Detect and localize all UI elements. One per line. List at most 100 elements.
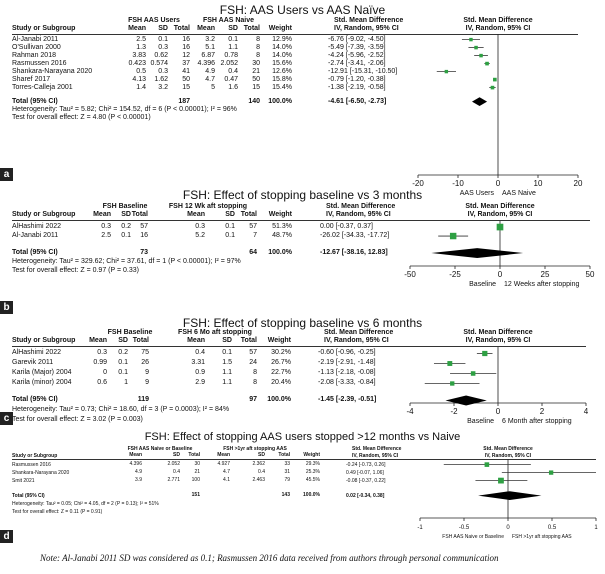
row-mean-2: 5 xyxy=(211,84,215,91)
row-mean-1: 4.9 xyxy=(135,469,142,475)
row-ci: -12.91 [-15.31, -10.50] xyxy=(328,68,398,75)
point-marker xyxy=(470,371,476,376)
row-ci: -1.13 [-2.18, -0.08] xyxy=(318,369,376,376)
x-tick-label: -25 xyxy=(449,270,461,279)
col-sd-2: SD xyxy=(258,452,265,458)
col-weight: Weight xyxy=(268,211,292,218)
group2-header: FSH 6 Mo aft stopping xyxy=(178,329,252,336)
row-mean-2: 4.7 xyxy=(205,76,215,83)
group2-header: FSH >1yr aft stopping AAS xyxy=(223,446,287,452)
row-sd-1: 0.4 xyxy=(173,469,180,475)
total-ci: -1.45 [-2.39, -0.51] xyxy=(318,396,377,403)
panel-title-b: FSH: Effect of stopping baseline vs 3 mo… xyxy=(182,188,423,202)
row-total-1: 30 xyxy=(194,461,200,467)
axis-right-label: 12 Weeks after stopping xyxy=(504,281,579,288)
row-total-1: 9 xyxy=(145,379,149,386)
row-total-2: 7 xyxy=(253,232,257,239)
row-ci: 0.00 [-0.37, 0.37] xyxy=(320,223,373,230)
row-total-1: 15 xyxy=(182,84,190,91)
row-sd-2: 0.1 xyxy=(225,232,235,239)
plot-subheader: IV, Random, 95% CI xyxy=(484,453,532,459)
row-ci: -0.08 [-0.37, 0.22] xyxy=(346,478,386,484)
row-mean-1: 3.83 xyxy=(132,52,146,59)
row-sd-2: 2.362 xyxy=(252,461,265,467)
total-ci: 0.02 [-0.34, 0.38] xyxy=(346,493,385,499)
row-total-2: 33 xyxy=(284,461,290,467)
point-marker xyxy=(469,37,473,42)
row-study: Smit 2021 xyxy=(12,478,35,484)
row-sd-1: 0.1 xyxy=(158,36,168,43)
overall-effect: Test for overall effect: Z = 4.80 (P < 0… xyxy=(12,114,151,121)
row-weight: 12.6% xyxy=(272,68,292,75)
col-mean-1: Mean xyxy=(128,25,146,32)
row-study: Sharef 2017 xyxy=(12,76,51,83)
col-mean-1: Mean xyxy=(89,337,107,344)
row-sd-2: 2.052 xyxy=(220,60,238,67)
plot-subheader: IV, Random, 95% CI xyxy=(467,211,533,218)
footnote: Note: Al-Janabi 2011 SD was considered a… xyxy=(40,553,499,563)
row-total-2: 24 xyxy=(249,359,257,366)
row-ci: -0.79 [-1.20, -0.38] xyxy=(328,76,386,83)
total-n1: 119 xyxy=(137,396,149,403)
axis-left-label: FSH AAS Naive or Baseline xyxy=(442,534,504,540)
col-sd-1: SD xyxy=(118,337,128,344)
row-ci: -26.02 [-34.33, -17.72] xyxy=(320,232,390,239)
col-study: Study or Subgroup xyxy=(12,453,58,459)
plot-subheader: IV, Random, 95% CI xyxy=(465,337,531,344)
total-label: Total (95% CI) xyxy=(12,249,58,256)
col-sd-2: SD xyxy=(225,211,235,218)
x-tick-label: 20 xyxy=(574,179,583,188)
group1-header: FSH AAS Users xyxy=(128,17,180,24)
row-total-1: 75 xyxy=(141,349,149,356)
axis-right-label: FSH >1yr aft stopping AAS xyxy=(512,534,572,540)
col-study: Study or Subgroup xyxy=(12,211,76,218)
total-label: Total (95% CI) xyxy=(12,98,58,105)
group2-header: FSH 12 Wk aft stopping xyxy=(168,203,248,210)
row-mean-2: 6.87 xyxy=(201,52,215,59)
row-ci: -2.74 [-3.41, -2.06] xyxy=(328,60,386,67)
row-total-2: 50 xyxy=(252,76,260,83)
row-sd-1: 3.2 xyxy=(158,84,168,91)
panel-title-c: FSH: Effect of stopping baseline vs 6 mo… xyxy=(182,316,423,330)
header-rule xyxy=(12,220,590,221)
row-total-2: 15 xyxy=(252,84,260,91)
heterogeneity: Heterogeneity: Tau² = 0.73; Chi² = 18.60… xyxy=(12,406,230,413)
col-ci: IV, Random, 95% CI xyxy=(324,337,389,344)
row-mean-2: 4.396 xyxy=(197,60,215,67)
col-total-1: Total xyxy=(131,211,148,218)
x-tick-label: 50 xyxy=(586,270,595,279)
total-n2: 64 xyxy=(249,249,257,256)
panel-title-a: FSH: AAS Users vs AAS Naïve xyxy=(219,3,386,17)
heterogeneity: Heterogeneity: Tau² = 0.05; Chi² = 4.05,… xyxy=(12,501,159,507)
row-total-2: 57 xyxy=(249,349,257,356)
row-total-2: 31 xyxy=(284,469,290,475)
row-sd-1: 0.3 xyxy=(158,68,168,75)
point-marker xyxy=(474,45,478,50)
col-mean-2: Mean xyxy=(187,337,205,344)
header-rule xyxy=(12,346,586,347)
row-mean-2: 4.1 xyxy=(223,477,230,483)
row-sd-1: 0.3 xyxy=(158,44,168,51)
panel-label-b: b xyxy=(0,301,13,314)
row-mean-1: 0.423 xyxy=(128,60,146,67)
row-mean-2: 4.9 xyxy=(205,68,215,75)
row-sd-2: 1.1 xyxy=(222,379,232,386)
x-tick-label: -20 xyxy=(412,179,424,188)
row-sd-2: 0.4 xyxy=(258,469,265,475)
total-n2: 97 xyxy=(249,396,257,403)
total-weight: 100.0% xyxy=(268,249,292,256)
point-marker xyxy=(444,69,449,74)
row-mean-2: 5.2 xyxy=(195,232,205,239)
row-mean-1: 0.6 xyxy=(97,379,107,386)
row-sd-2: 2.463 xyxy=(252,477,265,483)
col-ci: IV, Random, 95% CI xyxy=(352,453,399,459)
row-total-1: 50 xyxy=(182,76,190,83)
row-sd-2: 0.47 xyxy=(224,76,238,83)
row-total-1: 37 xyxy=(182,60,190,67)
point-marker xyxy=(490,85,495,90)
row-sd-1: 2.052 xyxy=(167,461,180,467)
x-tick-label: 0 xyxy=(496,407,501,416)
row-ci: -6.76 [-9.02, -4.50] xyxy=(328,36,386,43)
